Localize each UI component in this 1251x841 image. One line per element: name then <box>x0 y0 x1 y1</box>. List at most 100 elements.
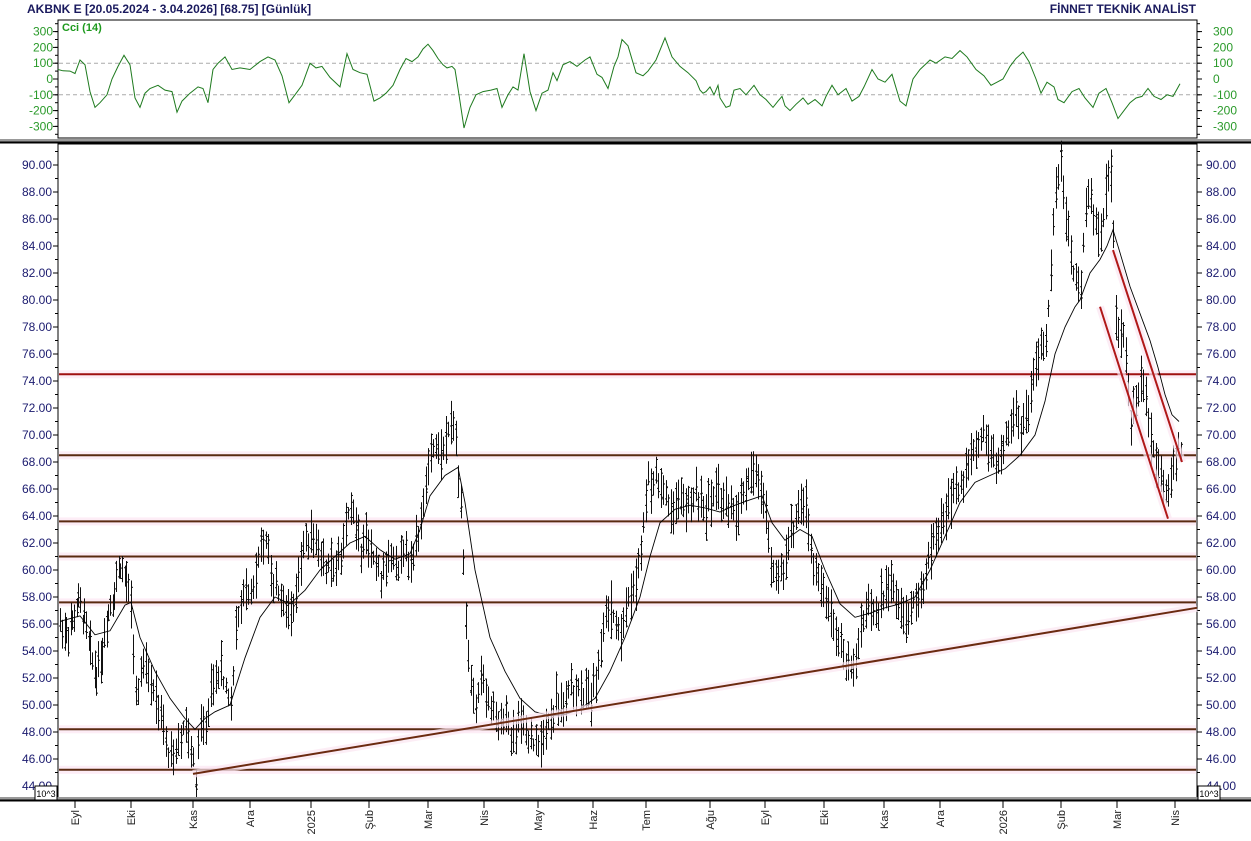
cci-tick-label: 300 <box>1213 25 1233 39</box>
cci-tick-label: 200 <box>1213 40 1233 54</box>
cci-tick-label: -300 <box>29 119 53 133</box>
cci-tick-label: -100 <box>29 88 53 102</box>
price-tick-label: 64.00 <box>1206 509 1236 523</box>
price-tick-label: 72.00 <box>22 401 52 415</box>
price-tick-label: 90.00 <box>22 158 52 172</box>
price-tick-label: 66.00 <box>22 482 52 496</box>
date-tick-label: Nis <box>1170 810 1182 826</box>
price-tick-label: 46.00 <box>1206 752 1236 766</box>
svg-text:10^3: 10^3 <box>1199 789 1218 799</box>
moving-average-line <box>59 228 1180 730</box>
price-tick-label: 68.00 <box>1206 455 1236 469</box>
date-axis: Eyl Eki Kas Ara 2025 Şub Mar Nis May Haz Tem Ağu Eyl… <box>70 801 1182 834</box>
price-tick-label: 76.00 <box>22 347 52 361</box>
price-tick-label: 78.00 <box>1206 320 1236 334</box>
price-tick-label: 64.00 <box>22 509 52 523</box>
ohlc-bars <box>59 140 1183 802</box>
svg-text:10^3: 10^3 <box>36 789 55 799</box>
price-tick-label: 62.00 <box>1206 536 1236 550</box>
date-tick-label: Ara <box>245 809 257 827</box>
date-tick-label: Ağu <box>705 810 717 830</box>
date-tick-label: Kas <box>879 810 891 829</box>
date-tick-label: Nis <box>479 810 491 826</box>
date-tick-label: May <box>533 810 545 831</box>
scale-badge-left: 10^3 <box>34 785 58 801</box>
cci-panel[interactable] <box>57 19 1198 139</box>
price-tick-label: 46.00 <box>22 752 52 766</box>
price-panel[interactable] <box>57 143 1198 799</box>
price-tick-label: 80.00 <box>22 293 52 307</box>
cci-tick-label: 100 <box>1213 56 1233 70</box>
price-tick-label: 52.00 <box>1206 671 1236 685</box>
date-tick-label: 2026 <box>998 810 1010 834</box>
price-tick-label: 74.00 <box>22 374 52 388</box>
price-tick-label: 80.00 <box>1206 293 1236 307</box>
price-tick-label: 84.00 <box>1206 239 1236 253</box>
chart-title: AKBNK E [20.05.2024 - 3.04.2026] [68.75]… <box>27 2 312 16</box>
trendline-rising-support[interactable] <box>192 606 1198 775</box>
date-tick-label: Eyl <box>760 810 772 825</box>
price-tick-label: 62.00 <box>22 536 52 550</box>
price-tick-label: 76.00 <box>1206 347 1236 361</box>
date-tick-label: Eki <box>126 810 138 825</box>
price-tick-label: 58.00 <box>22 590 52 604</box>
cci-line <box>57 36 1181 129</box>
cci-tick-label: 0 <box>46 72 53 86</box>
price-tick-label: 86.00 <box>22 212 52 226</box>
scale-badge-right: 10^3 <box>1197 785 1221 801</box>
price-tick-label: 82.00 <box>1206 266 1236 280</box>
date-tick-label: Mar <box>423 810 435 829</box>
cci-tick-label: 300 <box>33 25 53 39</box>
price-tick-label: 82.00 <box>22 266 52 280</box>
price-tick-label: 60.00 <box>1206 563 1236 577</box>
price-tick-label: 72.00 <box>1206 401 1236 415</box>
price-tick-label: 66.00 <box>1206 482 1236 496</box>
date-tick-label: 2025 <box>306 810 318 834</box>
date-tick-label: Mar <box>1112 810 1124 829</box>
cci-tick-label: -100 <box>1213 88 1237 102</box>
price-tick-label: 70.00 <box>1206 428 1236 442</box>
price-tick-label: 54.00 <box>22 644 52 658</box>
price-tick-label: 48.00 <box>1206 725 1236 739</box>
price-tick-label: 90.00 <box>1206 158 1236 172</box>
price-axis: 90.00 90.00 88.00 88.00 86.00 86.00 84.00 84.00… <box>22 151 1236 793</box>
trendlines[interactable] <box>192 248 1198 778</box>
support-resistance-lines[interactable] <box>59 370 1196 774</box>
date-tick-label: Ara <box>935 809 947 827</box>
price-tick-label: 48.00 <box>22 725 52 739</box>
price-tick-label: 50.00 <box>22 698 52 712</box>
price-tick-label: 56.00 <box>22 617 52 631</box>
date-tick-label: Eki <box>819 810 831 825</box>
cci-label: Cci (14) <box>62 22 102 34</box>
trendline-falling-channel-upper[interactable] <box>1112 249 1183 463</box>
date-tick-label: Kas <box>188 810 200 829</box>
price-tick-label: 88.00 <box>1206 185 1236 199</box>
panel-separator[interactable] <box>0 139 1251 142</box>
cci-tick-label: -200 <box>1213 104 1237 118</box>
date-tick-label: Haz <box>588 810 600 830</box>
date-tick-label: Tem <box>641 810 653 831</box>
brand-label: FİNNET TEKNİK ANALİST <box>1049 2 1196 16</box>
date-tick-label: Şub <box>1056 810 1068 830</box>
price-tick-label: 52.00 <box>22 671 52 685</box>
price-tick-label: 86.00 <box>1206 212 1236 226</box>
price-tick-label: 88.00 <box>22 185 52 199</box>
date-tick-label: Şub <box>364 810 376 830</box>
price-tick-label: 74.00 <box>1206 374 1236 388</box>
price-tick-label: 56.00 <box>1206 617 1236 631</box>
cci-tick-label: 200 <box>33 40 53 54</box>
price-tick-label: 50.00 <box>1206 698 1236 712</box>
cci-tick-label: -200 <box>29 104 53 118</box>
price-tick-label: 68.00 <box>22 455 52 469</box>
cci-tick-label: 0 <box>1213 72 1220 86</box>
cci-tick-label: 100 <box>33 56 53 70</box>
price-tick-label: 84.00 <box>22 239 52 253</box>
date-tick-label: Eyl <box>70 810 82 825</box>
price-tick-label: 70.00 <box>22 428 52 442</box>
trendline-falling-channel-lower[interactable] <box>1099 306 1169 520</box>
price-tick-label: 60.00 <box>22 563 52 577</box>
price-tick-label: 58.00 <box>1206 590 1236 604</box>
price-tick-label: 78.00 <box>22 320 52 334</box>
